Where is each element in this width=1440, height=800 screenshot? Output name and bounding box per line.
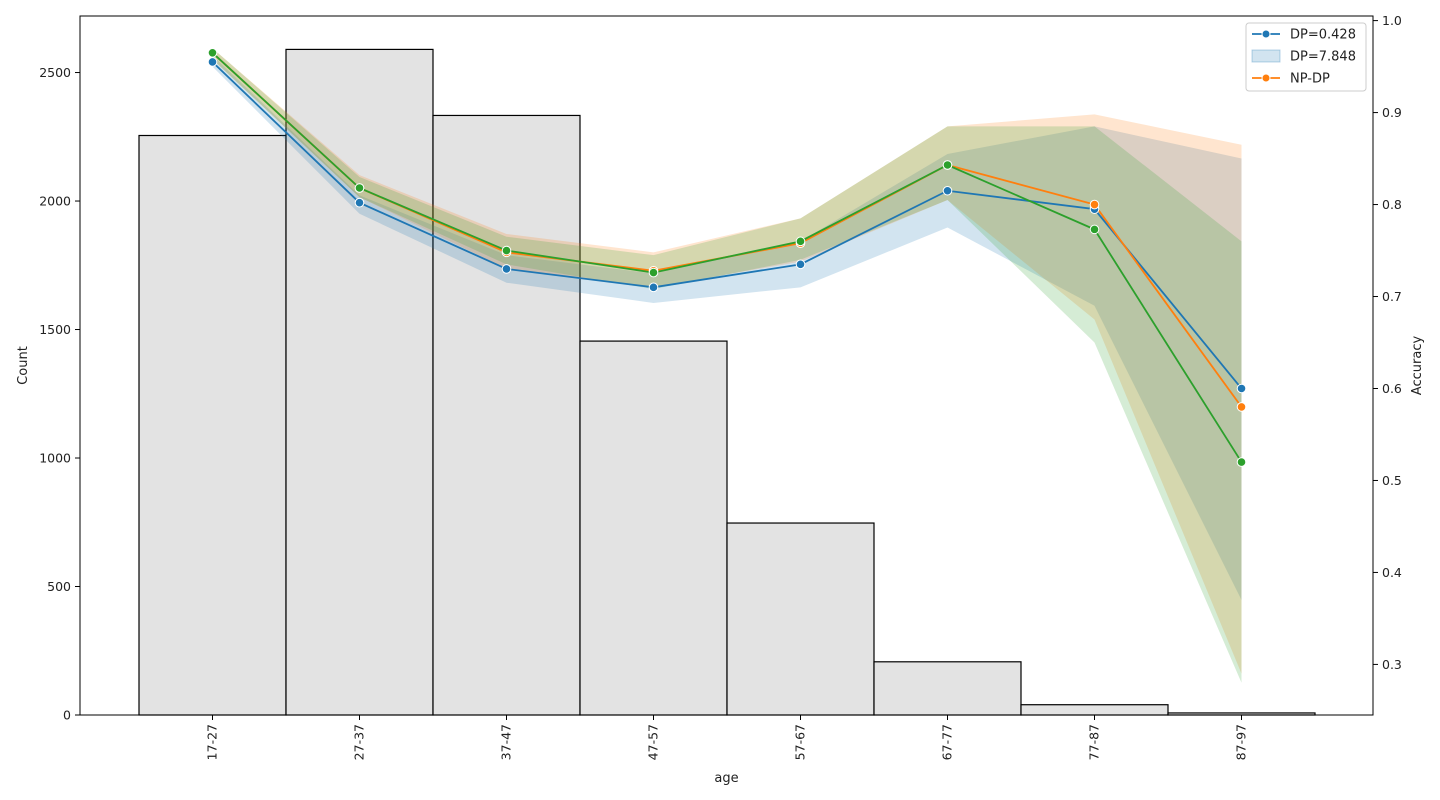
confidence-bands: [212, 48, 1242, 683]
series-3-point-57-67: [795, 236, 806, 247]
x-tick-label: 77-87: [1087, 724, 1102, 760]
legend-label: DP=7.848: [1290, 50, 1356, 65]
series-3-point-37-47: [501, 245, 512, 256]
series-1-point-27-37: [354, 197, 365, 208]
series-1-point-47-57: [648, 282, 659, 293]
legend-band-swatch: [1251, 49, 1281, 63]
series-2-point-77-87: [1089, 199, 1100, 210]
y-right-tick-label: 0.8: [1382, 197, 1402, 212]
legend-marker-swatch: [1261, 73, 1271, 83]
histogram-bar-67-77: [873, 661, 1022, 716]
plot-frame: [79, 15, 1374, 716]
y-tick-label: 1000: [39, 451, 71, 466]
series-3-point-17-27: [207, 47, 218, 58]
x-tick-label: 37-47: [499, 724, 514, 760]
y-right-tick-label: 0.3: [1382, 657, 1402, 672]
histogram-bar-17-27: [138, 134, 287, 716]
series-3-point-77-87: [1089, 224, 1100, 235]
y-right-tick-label: 0.7: [1382, 289, 1402, 304]
series-1-point-37-47: [501, 264, 512, 274]
series-3-point-47-57: [648, 267, 659, 278]
y-tick-label: 2500: [39, 65, 71, 80]
confidence-band-1: [212, 55, 1242, 601]
y-tick-label: 1500: [39, 322, 71, 337]
histogram-bar-77-87: [1020, 704, 1169, 716]
series-3-point-27-37: [354, 183, 365, 193]
y-right-tick-label: 0.4: [1382, 565, 1402, 580]
x-tick-label: 47-57: [646, 724, 661, 760]
histogram-bar-37-47: [432, 114, 581, 716]
y-tick-label: 0: [63, 708, 71, 723]
confidence-band-2: [212, 48, 1242, 674]
histogram-bar-47-57: [579, 340, 728, 716]
y-axis-right-label: Accuracy: [1410, 336, 1425, 396]
series-1-point-87-97: [1236, 383, 1247, 394]
histogram-bar-27-37: [285, 48, 434, 716]
y-axis-label: Count: [16, 346, 31, 385]
x-axis: 17-27 27-37 37-47 47-57 57-67 67-77 77-87 87-97: [205, 715, 1249, 760]
x-tick-label: 67-77: [940, 724, 955, 760]
x-axis-label: age: [714, 771, 738, 786]
y-tick-label: 2000: [39, 194, 71, 209]
series-line-1: [211, 61, 1243, 390]
y-right-tick-label: 0.5: [1382, 473, 1402, 488]
y-right-tick-label: 0.6: [1382, 381, 1402, 396]
series-3-point-87-97: [1236, 457, 1247, 467]
legend-box: [1245, 22, 1367, 92]
y-axis-left: 0 500 1000 1500 2000 2500: [39, 65, 80, 723]
y-axis-right: 0.3 0.4 0.5 0.6 0.7 0.8 0.9 1.0: [1373, 13, 1402, 672]
histogram-bar-57-67: [726, 522, 875, 716]
legend-label: DP=0.428: [1290, 28, 1356, 43]
legend: DP=0.428 DP=7.848 NP-DP: [1245, 22, 1367, 92]
series-1-point-67-77: [942, 185, 953, 196]
x-tick-label: 17-27: [205, 724, 220, 760]
legend-label: NP-DP: [1290, 72, 1330, 87]
y-right-tick-label: 1.0: [1382, 13, 1402, 28]
series-line-3: [211, 52, 1243, 463]
accuracy-lines: [211, 52, 1243, 463]
series-1-point-57-67: [795, 259, 806, 270]
accuracy-markers: [207, 47, 1247, 467]
x-tick-label: 87-97: [1234, 724, 1249, 760]
confidence-band-3: [212, 48, 1242, 683]
legend-marker-swatch: [1261, 29, 1271, 39]
x-tick-label: 57-67: [793, 724, 808, 760]
series-2-point-87-97: [1236, 402, 1247, 412]
histogram-bars: [138, 48, 1316, 716]
series-1-point-17-27: [207, 57, 218, 67]
y-tick-label: 500: [47, 579, 71, 594]
y-right-tick-label: 0.9: [1382, 105, 1402, 120]
series-3-point-67-77: [942, 160, 953, 170]
x-tick-label: 27-37: [352, 724, 367, 760]
